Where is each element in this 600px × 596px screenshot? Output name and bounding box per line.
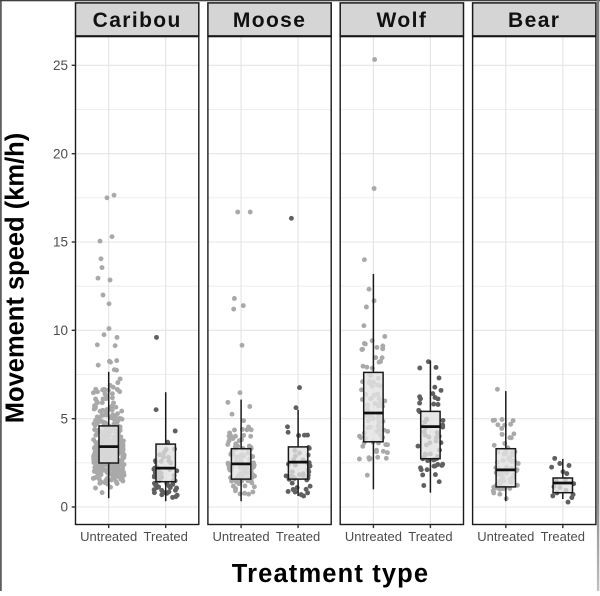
- svg-text:10: 10: [53, 323, 68, 338]
- svg-text:Treated: Treated: [541, 529, 585, 544]
- svg-text:Treated: Treated: [144, 529, 188, 544]
- svg-text:Untreated: Untreated: [477, 529, 534, 544]
- svg-text:Treatment type: Treatment type: [232, 560, 430, 588]
- svg-text:Treated: Treated: [276, 529, 320, 544]
- svg-text:5: 5: [60, 411, 68, 426]
- svg-text:Untreated: Untreated: [213, 529, 270, 544]
- svg-text:25: 25: [53, 58, 68, 73]
- svg-text:Untreated: Untreated: [80, 529, 137, 544]
- svg-text:20: 20: [53, 146, 68, 161]
- svg-text:15: 15: [53, 235, 68, 250]
- svg-text:Movement speed (km/h): Movement speed (km/h): [1, 133, 29, 423]
- svg-text:Treated: Treated: [408, 529, 452, 544]
- svg-text:Moose: Moose: [233, 9, 307, 32]
- svg-text:Bear: Bear: [508, 9, 560, 32]
- svg-text:Wolf: Wolf: [377, 9, 428, 32]
- svg-text:Untreated: Untreated: [345, 529, 402, 544]
- svg-text:0: 0: [60, 500, 68, 515]
- svg-text:Caribou: Caribou: [93, 9, 182, 32]
